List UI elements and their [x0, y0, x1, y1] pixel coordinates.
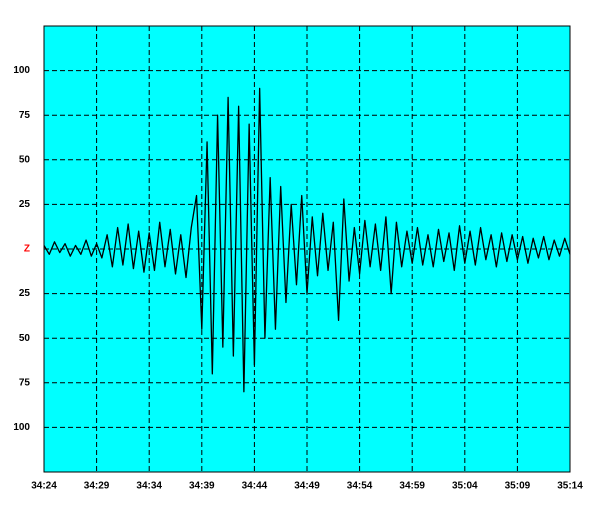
x-tick-label: 35:04 [452, 481, 478, 492]
y-tick-label: 50 [19, 154, 31, 165]
x-tick-label: 35:14 [557, 481, 583, 492]
y-tick-label: 75 [19, 110, 31, 121]
y-tick-label: 25 [19, 288, 31, 299]
x-tick-label: 34:44 [242, 481, 268, 492]
x-tick-label: 34:34 [136, 481, 162, 492]
x-tick-label: 34:59 [399, 481, 425, 492]
x-tick-label: 34:29 [84, 481, 110, 492]
y-tick-label: 50 [19, 333, 31, 344]
y-tick-label: 100 [13, 65, 30, 76]
y-tick-label: 25 [19, 199, 31, 210]
y-tick-label: 100 [13, 422, 30, 433]
x-tick-label: 34:54 [347, 481, 373, 492]
waveform [43, 87, 571, 393]
x-tick-label: 34:24 [31, 481, 57, 492]
x-tick-label: 35:09 [505, 481, 531, 492]
y-tick-label: 75 [19, 377, 31, 388]
x-tick-label: 34:39 [189, 481, 215, 492]
y-tick-label: Z [24, 244, 30, 255]
plot-border [43, 25, 571, 473]
x-tick-label: 34:49 [294, 481, 320, 492]
